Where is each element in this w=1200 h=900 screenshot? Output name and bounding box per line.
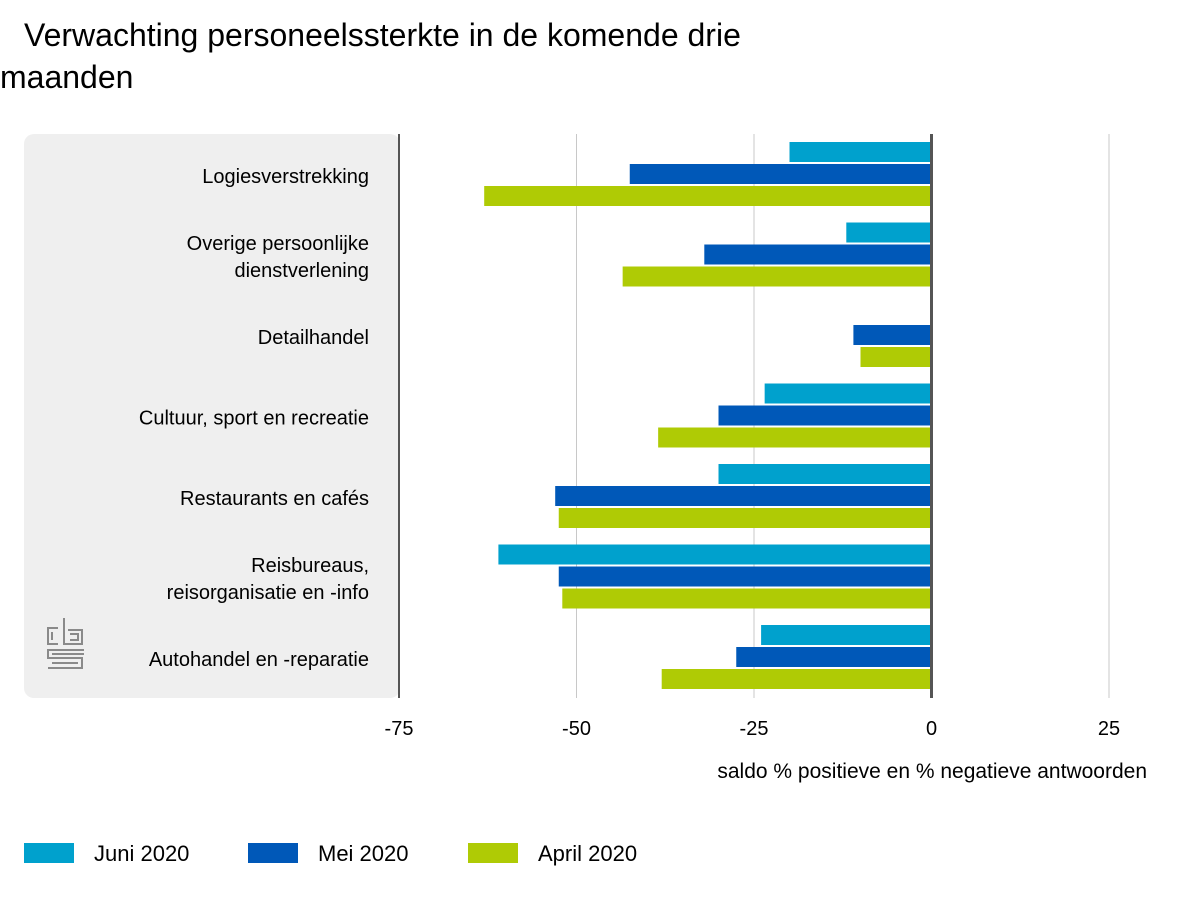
bar [661, 669, 932, 689]
x-tick-labels: -75 -50 -25 0 25 [385, 718, 1121, 740]
bar [658, 427, 932, 448]
x-tick-label: -50 [562, 718, 591, 740]
legend-label: Mei 2020 [318, 841, 409, 866]
bar [629, 164, 932, 184]
category-panel [24, 134, 400, 698]
x-axis-label: saldo % positieve en % negatieve antwoor… [717, 760, 1147, 783]
bar [764, 383, 932, 404]
bar [498, 544, 932, 565]
category-label-line: Cultuur, sport en recreatie [139, 408, 369, 430]
x-tick-label: 25 [1098, 718, 1120, 740]
bar [622, 266, 932, 287]
category-label: Overige persoonlijke dienstverlening [187, 233, 369, 282]
category-labels: Logiesverstrekking Overige persoonlijke di… [139, 166, 369, 671]
bar [704, 244, 932, 265]
x-tick-label: 0 [926, 718, 937, 740]
bar [853, 325, 932, 345]
category-label: Logiesverstrekking [202, 166, 369, 188]
bar [718, 464, 932, 484]
category-label-line: Autohandel en -reparatie [149, 649, 369, 671]
legend: Juni 2020 Mei 2020 April 2020 [24, 841, 637, 866]
axis-lines [398, 134, 933, 698]
bar [718, 405, 932, 426]
bars [484, 142, 932, 689]
category-label: Autohandel en -reparatie [149, 649, 369, 671]
legend-swatch [24, 843, 74, 863]
category-label-line: Detailhandel [258, 327, 369, 349]
bar [558, 566, 932, 587]
category-label-line: reisorganisatie en -info [167, 582, 369, 604]
bar [562, 588, 932, 609]
category-label: Reisbureaus, reisorganisatie en -info [167, 555, 369, 604]
legend-label: April 2020 [538, 841, 637, 866]
bar [761, 625, 932, 645]
category-label: Restaurants en cafés [180, 488, 369, 510]
cbs-logo: cbs [47, 618, 84, 669]
legend-label: Juni 2020 [94, 841, 189, 866]
bar [484, 186, 932, 206]
bar [555, 486, 932, 506]
category-label-line: dienstverlening [234, 260, 369, 282]
category-label-line: Restaurants en cafés [180, 488, 369, 510]
category-label-line: Overige persoonlijke [187, 233, 369, 255]
legend-swatch [248, 843, 298, 863]
category-label: Detailhandel [258, 327, 369, 349]
bar [846, 222, 932, 243]
chart-title: Verwachting personeelssterkte in de kome… [0, 17, 741, 95]
bar [558, 508, 932, 528]
category-label-line: Logiesverstrekking [202, 166, 369, 188]
bar [736, 647, 932, 667]
category-label-line: Reisbureaus, [251, 555, 369, 577]
category-label: Cultuur, sport en recreatie [139, 408, 369, 430]
bar [789, 142, 932, 162]
x-tick-label: -75 [385, 718, 414, 740]
bar [860, 347, 932, 367]
x-tick-label: -25 [740, 718, 769, 740]
legend-swatch [468, 843, 518, 863]
